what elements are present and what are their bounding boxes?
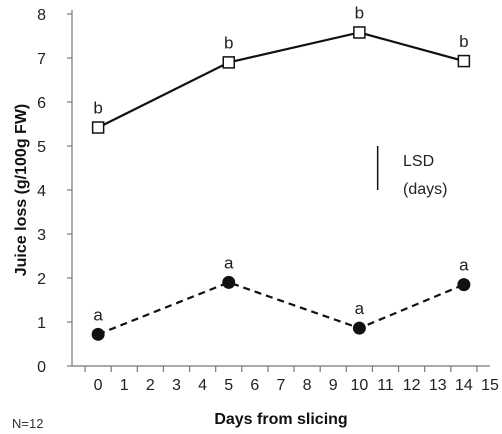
x-tick-label: 4 xyxy=(198,377,207,394)
series-2-data-label: a xyxy=(93,305,103,324)
y-tick-label: 5 xyxy=(37,139,46,156)
series-layer xyxy=(91,26,471,341)
lsd-label-line1: LSD xyxy=(403,153,434,170)
series-1-data-label: b xyxy=(93,99,102,118)
x-tick-label: 6 xyxy=(250,377,259,394)
series-1-point xyxy=(353,26,366,39)
x-tick-label: 3 xyxy=(172,377,181,394)
x-tick-label: 13 xyxy=(429,377,447,394)
y-tick-label: 0 xyxy=(37,359,46,376)
series-1-data-label: b xyxy=(224,33,233,52)
series-2-data-label: a xyxy=(355,299,365,318)
y-axis-title: Juice loss (g/100g FW) xyxy=(13,104,30,276)
x-tick-label: 10 xyxy=(350,377,368,394)
series-2-point xyxy=(457,278,471,292)
lsd-label-line2: (days) xyxy=(403,181,447,198)
series-2-data-label: a xyxy=(224,253,234,272)
y-tick-label: 8 xyxy=(37,7,46,24)
series-2-point xyxy=(352,321,366,335)
x-tick-label: 8 xyxy=(303,377,312,394)
y-tick-label: 6 xyxy=(37,95,46,112)
x-tick-label: 5 xyxy=(224,377,233,394)
x-tick-label: 9 xyxy=(329,377,338,394)
series-1-point xyxy=(91,121,105,134)
series-1-line xyxy=(97,31,465,129)
y-tick-label: 3 xyxy=(37,227,46,244)
y-tick-label: 1 xyxy=(37,315,46,332)
y-tick-label: 7 xyxy=(37,51,46,68)
x-tick-label: 7 xyxy=(277,377,286,394)
y-tick-label: 2 xyxy=(37,271,46,288)
x-tick-label: 2 xyxy=(146,377,155,394)
x-tick-label: 14 xyxy=(455,377,473,394)
x-tick-label: 12 xyxy=(403,377,421,394)
series-1-point xyxy=(457,54,471,68)
x-axis-title: Days from slicing xyxy=(214,411,347,428)
series-2-point xyxy=(91,327,105,341)
x-tick-label: 1 xyxy=(120,377,129,394)
y-tick-label: 4 xyxy=(37,183,46,200)
x-tick-label: 15 xyxy=(481,377,499,394)
x-tick-label: 0 xyxy=(94,377,103,394)
labels-layer: b b b b a a a a xyxy=(93,3,469,324)
series-1-data-label: b xyxy=(459,32,468,51)
sample-size-note: N=12 xyxy=(12,416,43,431)
series-2-data-label: a xyxy=(459,256,469,275)
series-1-point xyxy=(222,56,235,69)
series-2-point xyxy=(222,275,236,289)
series-2-line xyxy=(97,281,465,336)
series-1-data-label: b xyxy=(355,3,364,22)
x-tick-label: 11 xyxy=(377,377,394,394)
